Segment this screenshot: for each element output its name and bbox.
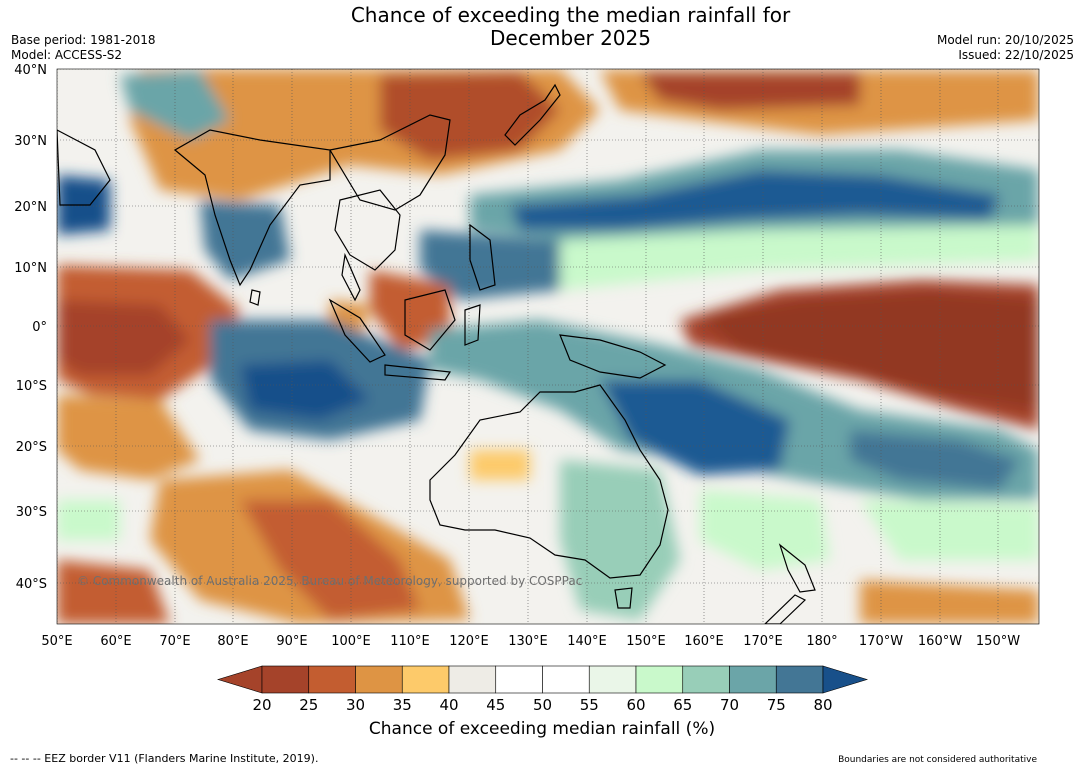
colorbar-tick-label: 50 (533, 696, 552, 714)
colorbar-segment (729, 665, 777, 694)
lat-label: 10°N (14, 261, 47, 276)
longitude-labels: 50°E 60°E 70°E 80°E 90°E 100°E 110°E 120… (41, 634, 1020, 649)
colorbar-tick-label: 20 (252, 696, 271, 714)
boundary-disclaimer: Boundaries are not considered authoritat… (838, 755, 1037, 765)
lat-label: 30°S (16, 505, 47, 520)
colorbar-segment (261, 665, 310, 694)
colorbar-segment (355, 665, 403, 694)
lat-label: 40°S (16, 577, 47, 592)
lon-label: 90°E (276, 634, 307, 649)
colorbar-segment (775, 665, 824, 694)
base-period: Base period: 1981-2018 (11, 33, 156, 47)
colorbar-tick-label: 65 (673, 696, 692, 714)
map-title: Chance of exceeding the median rainfall … (0, 4, 1085, 50)
lon-label: 160°W (918, 634, 962, 649)
colorbar-tick-label: 75 (767, 696, 786, 714)
map-frame (56, 68, 1040, 625)
colorbar-segment (495, 665, 543, 694)
australia-coast (429, 384, 669, 579)
issued-date: Issued: 22/10/2025 (958, 48, 1074, 62)
lon-label: 120°E (449, 634, 489, 649)
sumatra-coast (328, 298, 386, 363)
meta-left: Base period: 1981-2018 Model: ACCESS-S2 (11, 33, 156, 63)
colorbar-tick-label: 55 (580, 696, 599, 714)
lat-label: 20°N (14, 200, 47, 215)
lon-label: 100°E (331, 634, 371, 649)
lat-label: 30°N (14, 134, 47, 149)
lat-label: 10°S (16, 379, 47, 394)
colorbar-tick-label: 25 (299, 696, 318, 714)
colorbar-segment (635, 665, 684, 694)
lat-label: 40°N (14, 63, 47, 78)
latitude-labels: 40°N 30°N 20°N 10°N 0° 10°S 20°S 30°S 40… (14, 63, 47, 592)
colorbar-tick-label: 30 (346, 696, 365, 714)
model-name: Model: ACCESS-S2 (11, 48, 123, 62)
colorbar-tick-label: 60 (626, 696, 645, 714)
colorbar-tick-label: 40 (439, 696, 458, 714)
lon-label: 70°E (159, 634, 190, 649)
lon-label: 170°W (859, 634, 903, 649)
colorbar-segment (401, 665, 450, 694)
lon-label: 110°E (390, 634, 430, 649)
eez-border-note: -- -- -- EEZ border V11 (Flanders Marine… (10, 752, 319, 765)
lon-label: 140°E (567, 634, 607, 649)
colorbar-tick-label: 80 (813, 696, 832, 714)
meta-right: Model run: 20/10/2025 Issued: 22/10/2025 (937, 33, 1074, 63)
china-coast (329, 114, 451, 211)
malay-peninsula-coast (341, 252, 361, 302)
lon-label: 180° (806, 634, 837, 649)
lon-label: 130°E (508, 634, 548, 649)
title-line-1: Chance of exceeding the median rainfall … (350, 3, 791, 27)
sulawesi-coast (464, 304, 481, 346)
tasmania-coast (614, 587, 633, 609)
indochina-coast (334, 189, 401, 271)
new-zealand-north-coast (778, 543, 816, 593)
colorbar: 20 25 30 35 40 45 50 55 60 65 70 75 80 (216, 665, 869, 714)
philippines-coast (469, 223, 496, 291)
colorbar-segment (308, 665, 356, 694)
title-line-2: December 2025 (490, 26, 651, 50)
colorbar-segment (588, 665, 637, 694)
graticule (57, 69, 1039, 624)
lon-label: 60°E (100, 634, 131, 649)
colorbar-segment (682, 665, 730, 694)
copyright-watermark: © Commonwealth of Australia 2025, Bureau… (77, 574, 582, 588)
japan-coast (504, 83, 561, 146)
lon-label: 170°E (743, 634, 783, 649)
lon-label: 160°E (684, 634, 724, 649)
lat-label: 20°S (16, 440, 47, 455)
colorbar-segment (448, 665, 497, 694)
java-coast (384, 364, 452, 381)
probability-field: © Commonwealth of Australia 2025, Bureau… (57, 69, 1039, 624)
new-guinea-coast (559, 334, 667, 379)
model-run: Model run: 20/10/2025 (936, 33, 1074, 47)
arabia-coast (57, 129, 111, 206)
colorbar-tick-label: 70 (720, 696, 739, 714)
colorbar-min-extension (216, 665, 263, 694)
colorbar-segment (542, 665, 590, 694)
india-coast (173, 129, 331, 287)
colorbar-max-extension (822, 665, 869, 694)
lon-label: 150°E (626, 634, 666, 649)
colorbar-tick-label: 45 (486, 696, 505, 714)
lon-label: 80°E (217, 634, 248, 649)
colorbar-label: Chance of exceeding median rainfall (%) (368, 719, 716, 739)
new-zealand-south-coast (764, 594, 807, 624)
lon-label: 50°E (41, 634, 72, 649)
borneo-coast (404, 289, 456, 351)
lon-label: 150°W (976, 634, 1020, 649)
colorbar-tick-label: 35 (393, 696, 412, 714)
sri-lanka-coast (249, 289, 261, 306)
lat-label: 0° (32, 320, 47, 335)
coastlines (57, 83, 816, 624)
